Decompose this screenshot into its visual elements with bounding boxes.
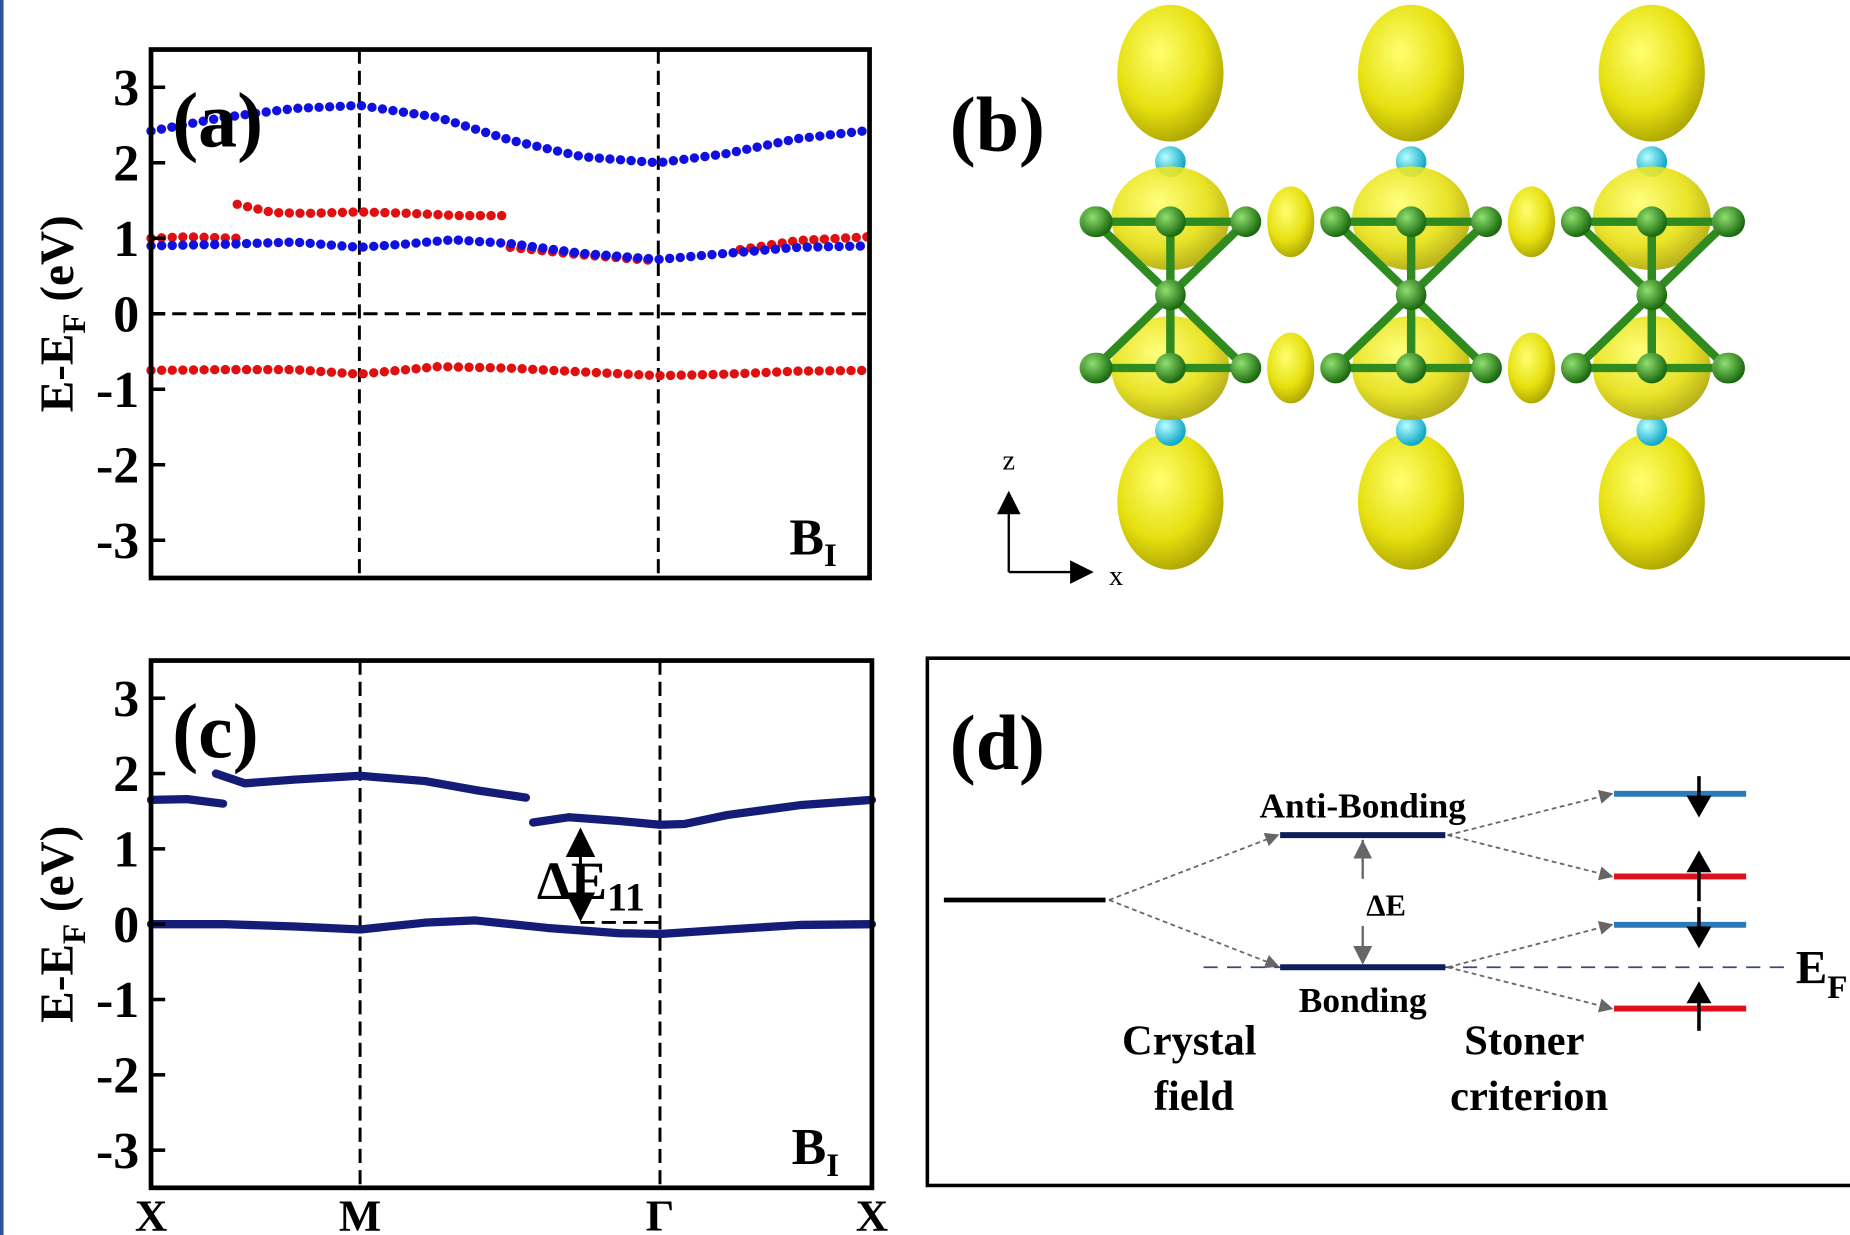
stage-label: Stoner — [1464, 1018, 1584, 1065]
y-axis-label-sub: F — [57, 924, 93, 944]
panel-label: (d) — [950, 700, 1045, 786]
band — [533, 800, 872, 825]
arrow — [1448, 925, 1612, 967]
charge-lobe — [1358, 433, 1464, 570]
gap-label: ΔE — [1366, 888, 1406, 922]
charge-lobe — [1599, 5, 1705, 142]
atom — [1714, 353, 1745, 384]
charge-lobe — [1117, 433, 1223, 570]
charge-lobe — [1267, 333, 1314, 404]
atom — [1471, 206, 1502, 237]
atom — [1636, 206, 1667, 237]
x-tick-label: M — [339, 1190, 381, 1235]
band — [151, 367, 870, 376]
structure-label: BI — [789, 509, 836, 574]
atom — [1561, 206, 1592, 237]
y-tick-label: 0 — [113, 286, 139, 343]
charge-lobe — [1508, 333, 1555, 404]
y-tick-label: -1 — [96, 972, 139, 1029]
atom — [1396, 353, 1427, 384]
y-axis-label: E-EF (eV) — [32, 215, 93, 412]
x-tick-label: X — [135, 1190, 167, 1235]
band — [237, 204, 510, 215]
atom — [1155, 280, 1186, 311]
charge-lobe — [1508, 186, 1555, 257]
atom — [1396, 206, 1427, 237]
y-tick-label: 2 — [113, 746, 139, 803]
structure-label-sub: I — [824, 538, 837, 574]
panel-label: (c) — [172, 688, 258, 774]
stage-label: field — [1154, 1073, 1235, 1120]
atom — [1471, 353, 1502, 384]
panel-label: (a) — [172, 77, 263, 163]
atom — [1231, 206, 1262, 237]
y-axis-label-unit: (eV) — [32, 215, 84, 301]
y-tick-label: -3 — [96, 513, 139, 570]
arrow — [1448, 967, 1612, 1008]
y-axis-label-main: E-E — [32, 334, 84, 413]
atom — [1636, 353, 1667, 384]
arrow — [1448, 835, 1612, 876]
y-tick-label: -2 — [96, 1048, 139, 1105]
y-tick-label: -1 — [96, 362, 139, 419]
atom — [1231, 353, 1262, 384]
figure: (b) z x (d) Anti-Bonding ΔE Bonding C — [0, 0, 1850, 1235]
structure-label: BI — [792, 1119, 839, 1184]
x-tick-label: Γ — [646, 1190, 675, 1235]
atom — [1320, 353, 1351, 384]
atom — [1396, 280, 1427, 311]
arrow — [1109, 900, 1278, 966]
structure-label-main: B — [792, 1119, 827, 1176]
charge-lobe — [1267, 186, 1314, 257]
axis-label: z — [1002, 445, 1015, 476]
bonding-diagram: (d) Anti-Bonding ΔE Bonding Crystal fiel… — [927, 658, 1850, 1185]
stage-label: criterion — [1450, 1073, 1608, 1120]
y-tick-label: -2 — [96, 437, 139, 494]
band — [151, 799, 223, 804]
y-tick-label: 1 — [113, 211, 139, 268]
charge-lobe — [1117, 5, 1223, 142]
structure-panel: (b) z x — [950, 5, 1745, 592]
y-tick-label: 3 — [113, 671, 139, 728]
structure-label-main: B — [789, 509, 824, 566]
atom — [1561, 353, 1592, 384]
band — [151, 920, 872, 934]
atom — [1714, 206, 1745, 237]
y-tick-label: 3 — [113, 60, 139, 117]
gap-label-main: ΔE — [537, 851, 607, 911]
y-axis-label: E-EF (eV) — [32, 826, 93, 1023]
x-tick-label: X — [856, 1190, 888, 1235]
y-tick-label: 0 — [113, 897, 139, 954]
arrow — [1109, 835, 1278, 900]
atom — [1320, 206, 1351, 237]
gap-label: ΔE11 — [537, 851, 645, 920]
band — [216, 774, 526, 798]
y-tick-label: 1 — [113, 822, 139, 879]
y-tick-label: -3 — [96, 1123, 139, 1180]
atom — [1155, 206, 1186, 237]
atom — [1636, 280, 1667, 311]
crystal-structure — [1080, 5, 1745, 570]
y-axis-label-unit: (eV) — [32, 826, 84, 912]
panel-label: (b) — [950, 82, 1045, 168]
stage-label: Crystal — [1122, 1018, 1257, 1065]
level-label: Bonding — [1299, 980, 1427, 1020]
y-tick-label: 2 — [113, 135, 139, 192]
charge-lobe — [1599, 433, 1705, 570]
level-label: Anti-Bonding — [1259, 785, 1466, 825]
atom — [1155, 353, 1186, 384]
arrow — [1448, 794, 1612, 835]
fermi-label: EF — [1796, 943, 1848, 1006]
y-axis-label-main: E-E — [32, 944, 84, 1023]
atom — [1082, 206, 1113, 237]
band-chart: X M Γ X -3 -2 -1 0 1 2 3 (c) E-EF (eV) BI ΔE11 — [32, 661, 888, 1235]
structure-label-sub: I — [826, 1148, 839, 1184]
axis-label: x — [1109, 561, 1123, 592]
band-chart: -3 -2 -1 0 1 2 3 (a) E-EF (eV) BI — [32, 50, 869, 578]
charge-lobe — [1358, 5, 1464, 142]
atom — [1082, 353, 1113, 384]
y-axis-label-sub: F — [57, 313, 93, 333]
gap-label-sub: 11 — [607, 875, 645, 920]
